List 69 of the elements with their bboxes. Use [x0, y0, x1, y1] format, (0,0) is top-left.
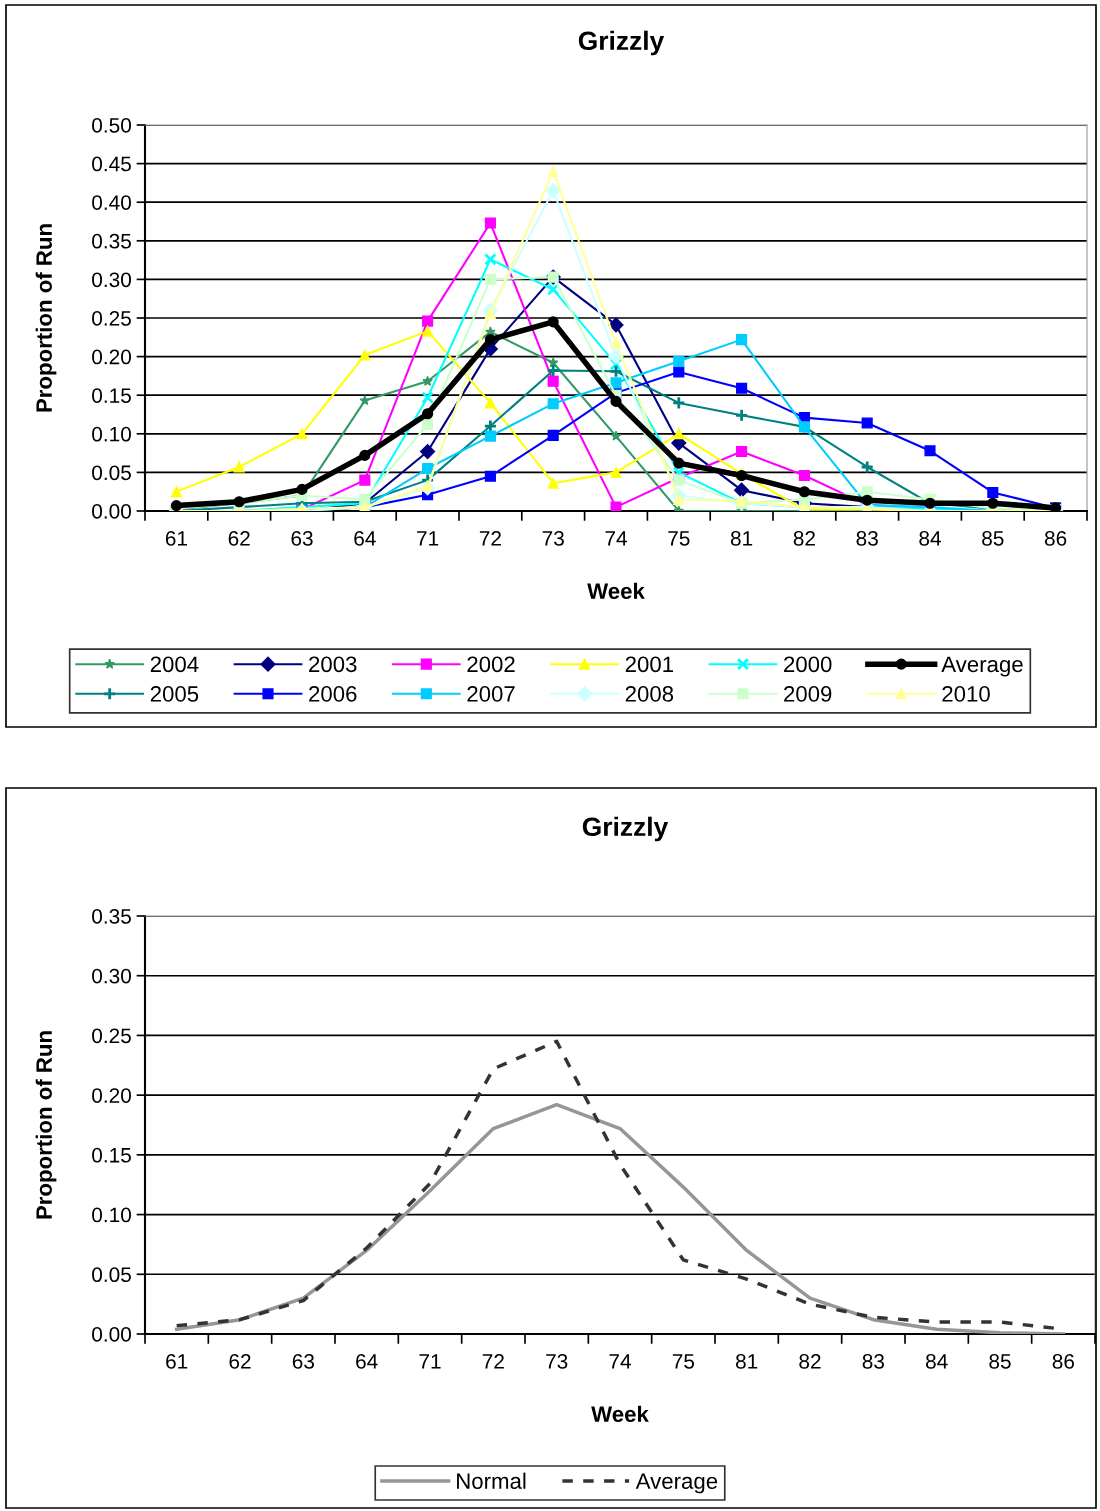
y-tick-label: 0.05 — [92, 1267, 131, 1283]
chart-title: Grizzly — [582, 816, 669, 842]
x-tick-label: 86 — [1044, 530, 1067, 546]
x-tick-label: 71 — [419, 1354, 441, 1369]
y-axis-title: Proportion of Run — [35, 224, 57, 412]
y-tick-label: 0.15 — [92, 388, 131, 403]
x-tick-label: 71 — [417, 531, 439, 546]
x-tick-label: 61 — [166, 1353, 188, 1369]
y-tick-label: 0.00 — [92, 504, 131, 519]
x-tick-label: 63 — [291, 530, 313, 546]
y-axis-title: Proportion of Run — [35, 1031, 57, 1219]
y-tick-label: 0.35 — [92, 233, 131, 249]
x-axis-title: Week — [587, 582, 645, 599]
legend-label: Average — [941, 656, 1023, 677]
x-tick-label: 83 — [862, 1353, 885, 1369]
x-tick-label: 82 — [799, 1353, 821, 1369]
legend-label: 2007 — [467, 686, 515, 702]
legend-label: 2005 — [150, 686, 199, 702]
x-tick-label: 84 — [925, 1353, 948, 1369]
x-tick-label: 74 — [605, 531, 627, 546]
x-tick-label: 62 — [228, 530, 250, 546]
x-tick-label: 73 — [546, 1353, 568, 1369]
x-tick-label: 72 — [482, 1353, 504, 1369]
legend-label: Normal — [457, 1472, 526, 1489]
x-tick-label: 63 — [292, 1353, 315, 1369]
legend-label: Average — [635, 1473, 718, 1494]
legend-label: 2004 — [150, 656, 199, 673]
x-tick-label: 74 — [609, 1354, 631, 1369]
x-tick-label: 81 — [735, 1353, 758, 1369]
y-tick-label: 0.10 — [92, 1207, 131, 1223]
x-axis-title: Week — [591, 1405, 649, 1422]
x-tick-label: 82 — [793, 530, 815, 546]
x-tick-label: 75 — [672, 1354, 695, 1369]
x-tick-label: 86 — [1052, 1353, 1075, 1369]
y-tick-label: 0.35 — [92, 909, 131, 924]
y-tick-label: 0.05 — [92, 465, 131, 481]
y-tick-label: 0.25 — [92, 1028, 131, 1044]
legend-label: 2006 — [309, 686, 357, 702]
y-tick-label: 0.15 — [92, 1147, 131, 1163]
y-tick-label: 0.25 — [92, 311, 131, 326]
x-tick-label: 81 — [730, 530, 753, 546]
legend-label: 2003 — [309, 656, 357, 673]
x-tick-label: 64 — [354, 530, 376, 546]
x-tick-label: 84 — [919, 530, 941, 546]
y-tick-label: 0.30 — [92, 272, 131, 288]
y-tick-label: 0.40 — [92, 195, 131, 210]
y-tick-label: 0.50 — [92, 118, 131, 133]
legend-label: 2001 — [625, 656, 673, 673]
x-tick-label: 61 — [165, 530, 187, 546]
y-tick-label: 0.20 — [92, 1088, 131, 1103]
x-tick-label: 85 — [982, 530, 1004, 546]
x-tick-label: 73 — [542, 530, 564, 546]
legend-label: 2000 — [784, 656, 832, 673]
x-tick-label: 83 — [856, 530, 878, 546]
y-tick-label: 0.10 — [92, 426, 131, 442]
x-tick-label: 64 — [356, 1353, 378, 1369]
x-tick-label: 62 — [229, 1353, 251, 1369]
legend-label: 2010 — [942, 686, 990, 702]
y-tick-label: 0.30 — [92, 968, 131, 984]
x-tick-label: 85 — [989, 1353, 1011, 1369]
legend-label: 2008 — [625, 686, 674, 702]
y-tick-label: 0.20 — [92, 349, 131, 365]
legend-label: 2002 — [467, 656, 515, 673]
y-tick-label: 0.00 — [92, 1327, 131, 1342]
x-tick-label: 72 — [479, 530, 501, 546]
y-tick-label: 0.45 — [92, 156, 131, 172]
chart-title: Grizzly — [578, 30, 665, 56]
x-tick-label: 75 — [668, 531, 690, 546]
legend-label: 2009 — [784, 686, 832, 702]
